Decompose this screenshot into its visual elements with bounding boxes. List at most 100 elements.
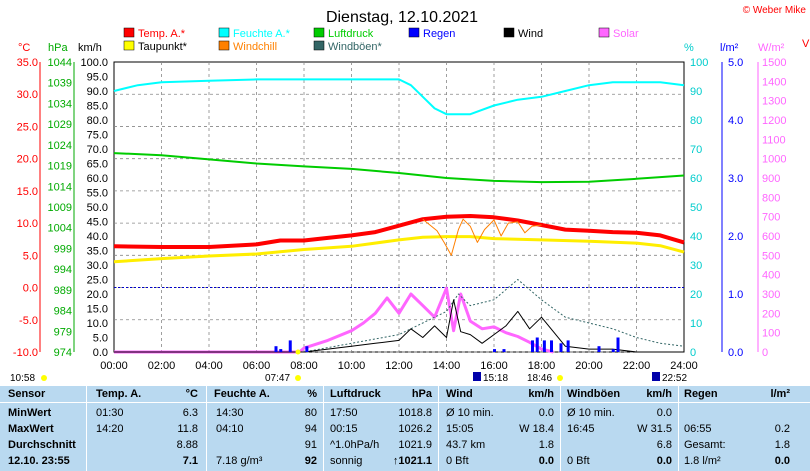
sunrise-time: 07:47 xyxy=(265,373,290,384)
stats-cell: 0.2 xyxy=(774,423,790,435)
pressure-tick-label: 1004 xyxy=(48,223,72,235)
unit-wind: km/h xyxy=(78,42,102,54)
axes: 35.0 30.0 25.0 20.0 15.0 10.0 5.0 0.0 -5.0 -10.0 1… xyxy=(13,57,787,372)
unit-solar: W/m² xyxy=(758,42,785,54)
stats-cell: Ø 10 min. xyxy=(567,407,615,419)
wind-tick-label: 50.0 xyxy=(87,202,108,214)
stats-divider xyxy=(206,386,207,471)
stats-cell: 01:30 xyxy=(96,407,124,419)
x-tick-label: 18:00 xyxy=(528,360,556,372)
legend: Temp. A.* Feuchte A.* Luftdruck Regen Wind So… xyxy=(123,27,639,53)
sun-markers: 10:58 07:47 15:18 18:46 22:52 xyxy=(10,349,687,384)
stats-cell: Wind xyxy=(446,388,473,400)
moon-icon xyxy=(473,372,481,381)
x-tick-label: 04:00 xyxy=(195,360,223,372)
humidity-tick-label: 100 xyxy=(690,57,708,69)
solar-tick-label: 1000 xyxy=(762,154,786,166)
wind-tick-label: 100.0 xyxy=(80,57,108,69)
unit-humidity: % xyxy=(684,42,694,54)
humidity-tick-label: 10 xyxy=(690,318,702,330)
wind-tick-label: 35.0 xyxy=(87,246,108,258)
humidity-tick-label: 40 xyxy=(690,231,702,243)
stats-cell: 6.3 xyxy=(182,407,198,419)
pressure-tick-label: 1029 xyxy=(48,119,72,131)
series xyxy=(113,78,685,354)
temp-tick-label: -5.0 xyxy=(19,315,38,327)
temp-tick-label: -10.0 xyxy=(13,347,38,359)
unit-temp: °C xyxy=(18,42,30,54)
sun-icon xyxy=(295,349,301,355)
stats-divider xyxy=(323,386,324,471)
stats-cell: Windböen xyxy=(567,388,621,400)
rain-tick-label: 3.0 xyxy=(728,173,743,185)
sun-icon xyxy=(41,375,47,381)
temp-tick-label: 25.0 xyxy=(17,121,38,133)
legend-label: Regen xyxy=(423,28,455,40)
stats-cell: % xyxy=(307,388,317,400)
wind-tick-label: 10.0 xyxy=(87,318,108,330)
legend-swatch xyxy=(408,27,420,38)
wind-tick-label: 45.0 xyxy=(87,217,108,229)
x-tick-label: 00:00 xyxy=(100,360,128,372)
stats-cell: 0 Bft xyxy=(446,455,469,467)
rain-bar xyxy=(274,346,278,352)
legend-label: Windböen* xyxy=(328,41,383,53)
stats-cell: 0 Bft xyxy=(567,455,590,467)
rain-bar xyxy=(288,340,292,352)
rain-tick-label: 4.0 xyxy=(728,115,743,127)
humidity-tick-label: 50 xyxy=(690,202,702,214)
stats-cell: 16:45 xyxy=(567,423,595,435)
humidity-tick-label: 0 xyxy=(690,347,696,359)
rain-tick-label: 2.0 xyxy=(728,231,743,243)
series-line-feuchte-a xyxy=(113,78,685,116)
wind-tick-label: 25.0 xyxy=(87,275,108,287)
stats-cell: Luftdruck xyxy=(330,388,381,400)
solar-tick-label: 600 xyxy=(762,231,780,243)
stats-cell: 17:50 xyxy=(330,407,358,419)
stats-cell: Sensor xyxy=(8,388,46,400)
rain-bar xyxy=(279,349,283,352)
stats-cell: 15:05 xyxy=(446,423,474,435)
x-tick-label: 20:00 xyxy=(575,360,603,372)
wind-tick-label: 75.0 xyxy=(87,130,108,142)
humidity-tick-label: 30 xyxy=(690,260,702,272)
legend-swatch xyxy=(598,27,610,38)
rain-bar xyxy=(550,340,553,352)
stats-cell: km/h xyxy=(646,388,672,400)
wind-tick-label: 70.0 xyxy=(87,144,108,156)
stats-cell: l/m² xyxy=(770,388,790,400)
legend-swatch xyxy=(123,27,135,38)
legend-swatch xyxy=(123,40,135,51)
legend-swatch xyxy=(503,27,515,38)
wind-tick-label: 20.0 xyxy=(87,289,108,301)
pressure-tick-label: 1009 xyxy=(48,202,72,214)
stats-cell: ↑1021.1 xyxy=(392,455,432,467)
pressure-tick-label: 1039 xyxy=(48,78,72,90)
pressure-tick-label: 984 xyxy=(54,306,72,318)
temp-tick-label: 20.0 xyxy=(17,154,38,166)
solar-tick-label: 100 xyxy=(762,328,780,340)
rain-tick-label: 5.0 xyxy=(728,57,743,69)
unit-rain: l/m² xyxy=(720,42,739,54)
solar-tick-label: 1200 xyxy=(762,115,786,127)
legend-swatch xyxy=(313,40,325,51)
stats-divider xyxy=(86,386,87,471)
solar-tick-label: 1400 xyxy=(762,76,786,88)
stats-cell: km/h xyxy=(528,388,554,400)
legend-label: Feuchte A.* xyxy=(233,28,291,40)
rain-tick-label: 0.0 xyxy=(728,347,743,359)
solar-tick-label: 800 xyxy=(762,192,780,204)
x-tick-label: 22:00 xyxy=(623,360,651,372)
solar-tick-label: 200 xyxy=(762,308,780,320)
rain-bar xyxy=(616,337,620,352)
legend-label: Taupunkt* xyxy=(138,41,188,53)
stats-cell: W 31.5 xyxy=(637,423,672,435)
series-line-luftdruck xyxy=(113,152,685,184)
stats-cell: 12.10. 23:55 xyxy=(8,455,70,467)
pressure-tick-label: 974 xyxy=(54,347,72,359)
wind-tick-label: 30.0 xyxy=(87,260,108,272)
x-tick-label: 16:00 xyxy=(480,360,508,372)
stats-cell: 1018.8 xyxy=(398,407,432,419)
x-tick-label: 24:00 xyxy=(670,360,698,372)
solar-tick-label: 300 xyxy=(762,289,780,301)
